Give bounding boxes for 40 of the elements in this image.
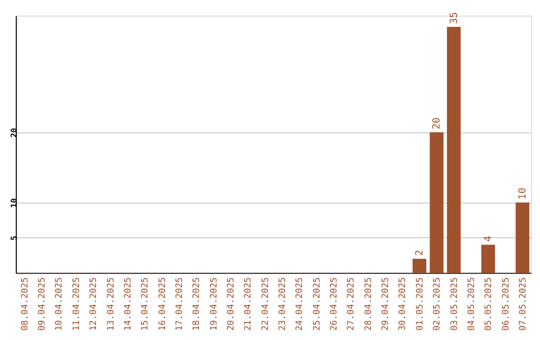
x-tick-label: 16.04.2025	[158, 277, 168, 331]
x-tick-label: 22.04.2025	[260, 277, 271, 331]
x-tick-label: 06.05.2025	[501, 277, 512, 331]
x-tick-label: 27.04.2025	[346, 277, 357, 331]
x-tick-label: 03.05.2025	[450, 277, 460, 331]
x-tick-label: 05.05.2025	[484, 277, 494, 331]
x-tick-label: 18.04.2025	[192, 277, 202, 331]
bar	[446, 26, 461, 273]
bar	[481, 244, 496, 273]
x-tick-label: 30.04.2025	[398, 277, 408, 331]
data-label: 35	[448, 12, 460, 24]
x-tick-label: 12.04.2025	[89, 277, 100, 331]
x-tick-label: 17.04.2025	[174, 277, 185, 331]
x-tick-label: 07.05.2025	[518, 277, 528, 331]
x-tick-label: 19.04.2025	[209, 277, 220, 331]
x-tick-label: 28.04.2025	[364, 277, 374, 331]
bar	[430, 132, 444, 273]
x-tick-label: 10.04.2025	[54, 277, 65, 331]
bar	[412, 258, 426, 273]
x-tick-label: 01.05.2025	[415, 277, 426, 331]
x-tick-label: 09.04.2025	[38, 277, 48, 331]
bar	[516, 202, 530, 273]
x-tick-label: 13.04.2025	[106, 277, 116, 331]
x-tick-label: 25.04.2025	[312, 277, 322, 331]
x-tick-label: 23.04.2025	[278, 277, 288, 331]
x-tick-label: 02.05.2025	[432, 277, 443, 331]
x-tick-label: 29.04.2025	[381, 277, 392, 331]
x-tick-label: 11.04.2025	[72, 277, 82, 331]
x-tick-label: 21.04.2025	[244, 277, 254, 331]
data-label: 2	[414, 250, 426, 256]
data-label: 10	[517, 188, 528, 200]
data-label: 4	[483, 236, 494, 242]
x-tick-label: 24.04.2025	[295, 277, 306, 331]
x-tick-label: 26.04.2025	[330, 277, 340, 331]
data-label: 20	[432, 117, 443, 130]
x-tick-label: 08.04.2025	[20, 277, 30, 331]
x-tick-label: 04.05.2025	[466, 277, 477, 331]
x-tick-label: 14.04.2025	[123, 277, 134, 331]
x-tick-label: 15.04.2025	[140, 277, 151, 331]
x-tick-label: 20.04.2025	[226, 277, 236, 331]
